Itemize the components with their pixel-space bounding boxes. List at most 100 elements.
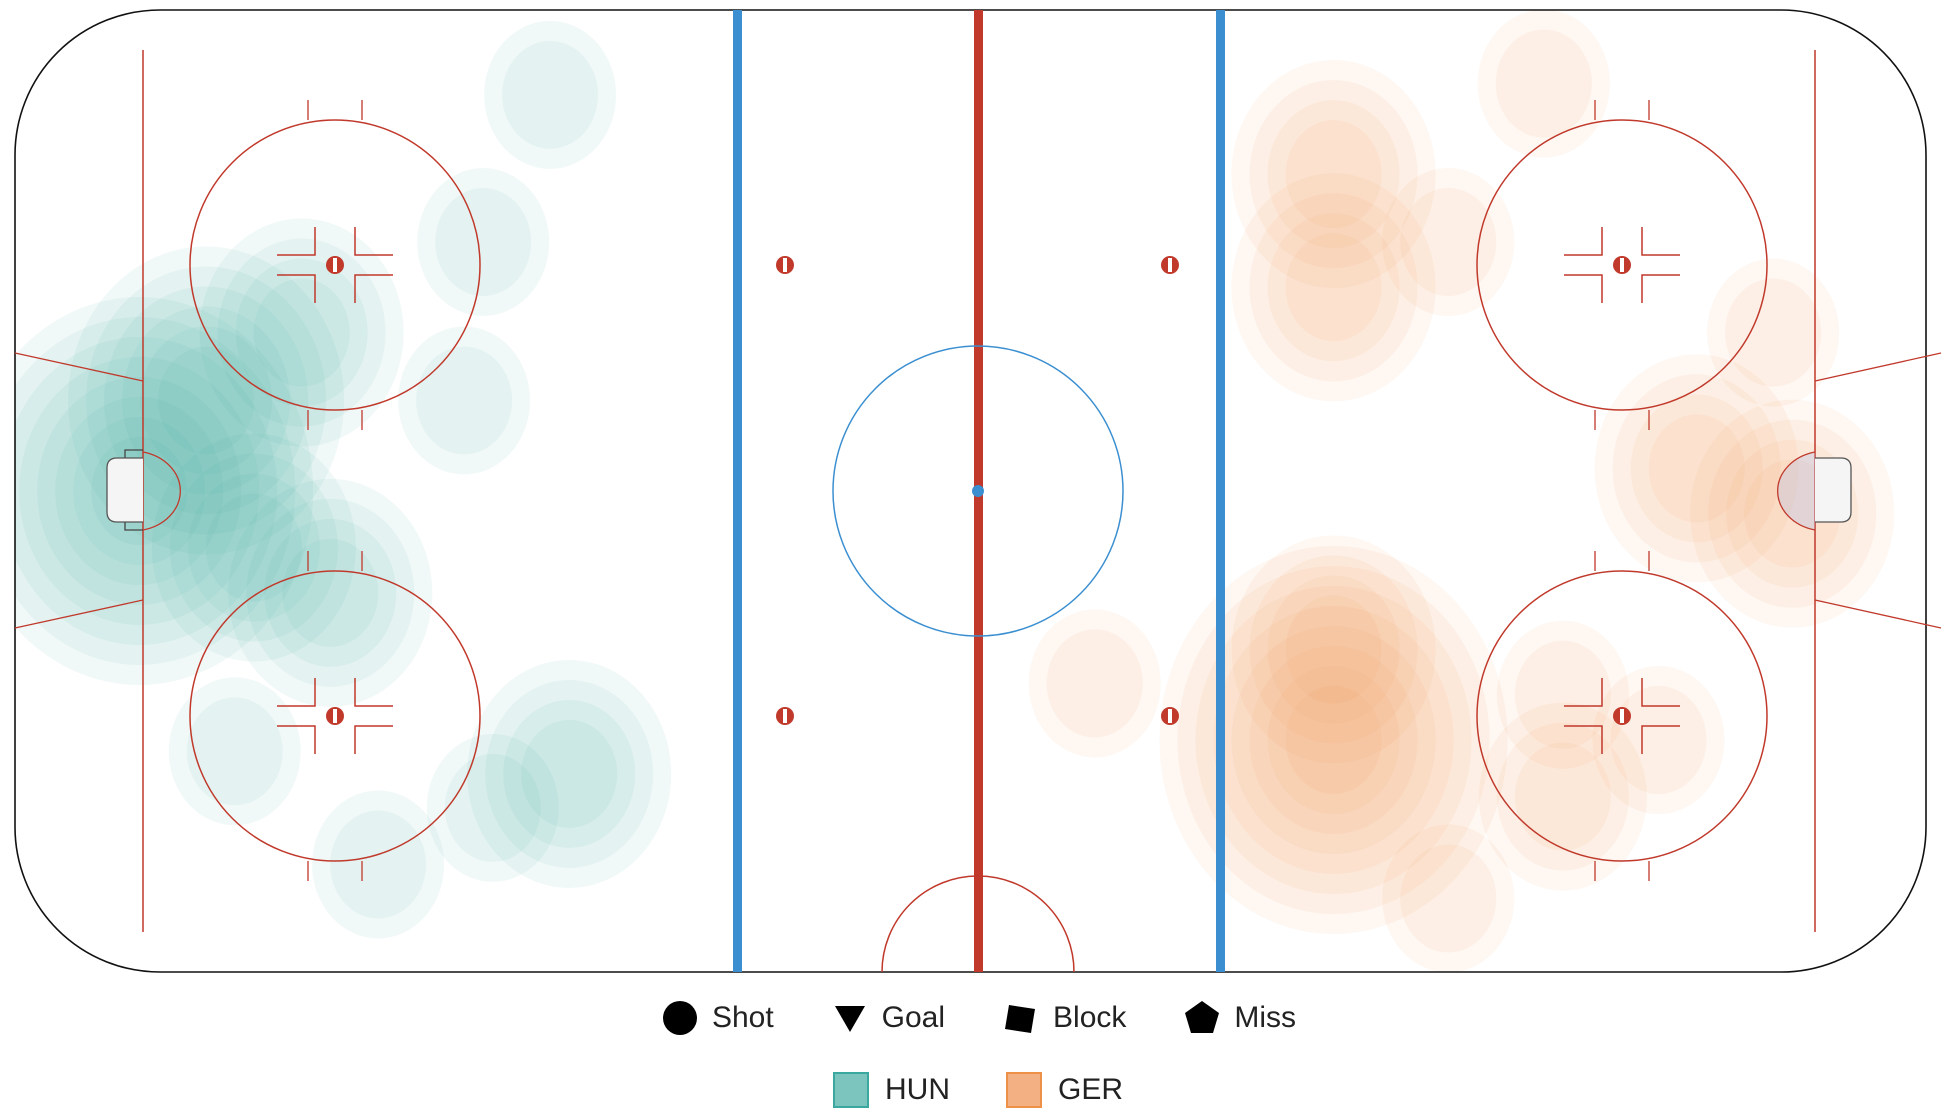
legend-item-hun: HUN	[832, 1072, 950, 1108]
legend-item-block: Block	[1001, 998, 1126, 1038]
hun-swatch	[832, 1072, 869, 1108]
hun-density-peak-6-level-1	[444, 753, 541, 862]
ger-density-peak-10-level-2	[1477, 10, 1610, 158]
ger-density-peak-9-level-1	[1400, 188, 1497, 297]
rink-chart	[14, 9, 1942, 973]
hun-density-peak-9-level-2	[417, 168, 550, 317]
hun-density-peak-2-level-1	[253, 278, 350, 387]
faceoff-circle-0	[189, 119, 481, 411]
pentagon-icon	[1185, 1001, 1220, 1033]
hun-density-peak-4-level-2	[187, 473, 320, 622]
hun-density-peak-6-level-2	[426, 733, 559, 882]
neutral-dot-stripe-2	[783, 709, 787, 723]
legend-item-ger: GER	[1005, 1072, 1123, 1108]
ger-density-peak-0-level-3	[1249, 645, 1418, 834]
rink-markings	[14, 9, 1942, 973]
ger-density-peak-5-level-4	[1690, 399, 1895, 628]
ger-density-peak-3-level-3	[1249, 193, 1418, 382]
legend-item-miss: Miss	[1182, 998, 1296, 1038]
ger-density-peak-1-level-1	[1285, 595, 1382, 704]
hun-density-peak-8-level-1	[502, 40, 599, 149]
ger-density-peak-0-level-2	[1267, 665, 1400, 814]
hun-density-peak-5-level-4	[467, 659, 672, 888]
ger-density-peak-2-level-4	[1231, 60, 1436, 289]
faceoff-hash-0-3	[354, 274, 393, 303]
faceoff-hash-1-1	[354, 678, 393, 707]
ger-density-peak-1-level-4	[1231, 535, 1436, 764]
hun-density-peak-7-level-1	[186, 697, 283, 806]
legend-item-shot: Shot	[660, 998, 774, 1038]
neutral-dot-stripe-3	[1168, 709, 1172, 723]
center-dot	[972, 485, 984, 497]
faceoff-circle-2	[1476, 119, 1768, 411]
goal-crease-right	[1777, 451, 1816, 531]
hun-density-peak-5-level-1	[521, 719, 618, 828]
ger-density-peak-0-level-6	[1195, 585, 1472, 894]
ger-density-peak-2-level-1	[1285, 120, 1382, 229]
faceoff-hash-2-3	[1641, 274, 1680, 303]
legend-label-block: Block	[1053, 1001, 1127, 1034]
faceoff-hash-1-3	[354, 725, 393, 754]
ger-density-peak-2-level-3	[1249, 80, 1418, 269]
faceoff-hash-0-2	[277, 274, 316, 303]
hun-density-peak-2-level-3	[217, 238, 386, 427]
hun-density-peak-1-level-5	[86, 266, 327, 535]
ger-density-peak-6-level-1	[1514, 742, 1611, 851]
hun-density-peak-11-level-1	[330, 810, 427, 919]
faceoff-dot-stripe-1	[333, 709, 337, 723]
hun-density-peak-5-level-3	[485, 679, 654, 868]
ger-density-peak-10-level-1	[1495, 29, 1592, 138]
center-circle	[832, 345, 1124, 637]
ger-density-peak-1-level-2	[1267, 575, 1400, 724]
hun-density-peak-4-level-1	[205, 493, 302, 602]
blue-line-left	[733, 10, 742, 972]
faceoff-dot-stripe-0	[333, 258, 337, 272]
legend-label-miss: Miss	[1234, 1001, 1297, 1034]
faceoff-hash-2-0	[1564, 227, 1603, 256]
corner-line-tl	[14, 352, 144, 382]
hun-density-peak-1-level-4	[104, 286, 309, 515]
rink-boards	[14, 9, 1927, 973]
ger-density-peak-7-level-1	[1514, 640, 1611, 749]
ger-density-peak-4-level-4	[1594, 354, 1799, 583]
hun-density-peak-2-level-2	[235, 258, 368, 407]
faceoff-hash-0-0	[277, 227, 316, 256]
ger-density-peak-4-level-3	[1612, 374, 1781, 563]
hun-density-peak-8-level-2	[484, 20, 617, 169]
faceoff-hash-1-0	[277, 678, 316, 707]
faceoff-hash-2-2	[1564, 274, 1603, 303]
faceoff-dot-stripe-3	[1620, 709, 1624, 723]
faceoff-circle-3	[1476, 570, 1768, 862]
hun-density-peak-3-level-3	[246, 498, 415, 687]
hun-density-peak-3-level-2	[264, 518, 397, 667]
goal-net-left	[106, 457, 143, 523]
neutral-dot-stripe-0	[783, 258, 787, 272]
corner-line-bl	[14, 599, 144, 629]
ger-density-peak-8-level-2	[1707, 258, 1840, 407]
ger-swatch	[1005, 1072, 1042, 1108]
ger-density-peak-8-level-1	[1725, 278, 1822, 387]
ger-density-peak-0-level-7	[1177, 565, 1490, 914]
ger-density-peak-4-level-2	[1630, 394, 1763, 543]
legend-label-shot: Shot	[711, 1001, 774, 1034]
neutral-dot-stripe-1	[1168, 258, 1172, 272]
hun-density-peak-9-level-1	[435, 188, 532, 297]
triangle-down-icon	[834, 1006, 865, 1032]
hun-density-peak-10-level-1	[416, 346, 513, 455]
hun-density-peak-1-level-1	[158, 346, 255, 455]
ger-density-peak-0-level-4	[1231, 625, 1436, 854]
ger-density-peak-2-level-2	[1267, 100, 1400, 249]
ger-density-peak-13-level-2	[1382, 824, 1515, 972]
ger-density-peak-7-level-2	[1496, 620, 1629, 769]
ger-density-peak-12-level-2	[1592, 665, 1725, 814]
faceoff-hash-2-1	[1641, 227, 1680, 256]
ger-density-peak-3-level-4	[1231, 173, 1436, 402]
ger-density-peak-12-level-1	[1610, 685, 1707, 794]
ger-density-peak-6-level-2	[1496, 722, 1629, 871]
ger-density-peak-6-level-3	[1478, 702, 1647, 891]
blue-line-right	[1216, 10, 1225, 972]
ger-density-peak-3-level-2	[1267, 213, 1400, 362]
faceoff-hash-0-1	[354, 227, 393, 256]
ger-density-peak-1-level-3	[1249, 555, 1418, 744]
faceoff-circle-1	[189, 570, 481, 862]
